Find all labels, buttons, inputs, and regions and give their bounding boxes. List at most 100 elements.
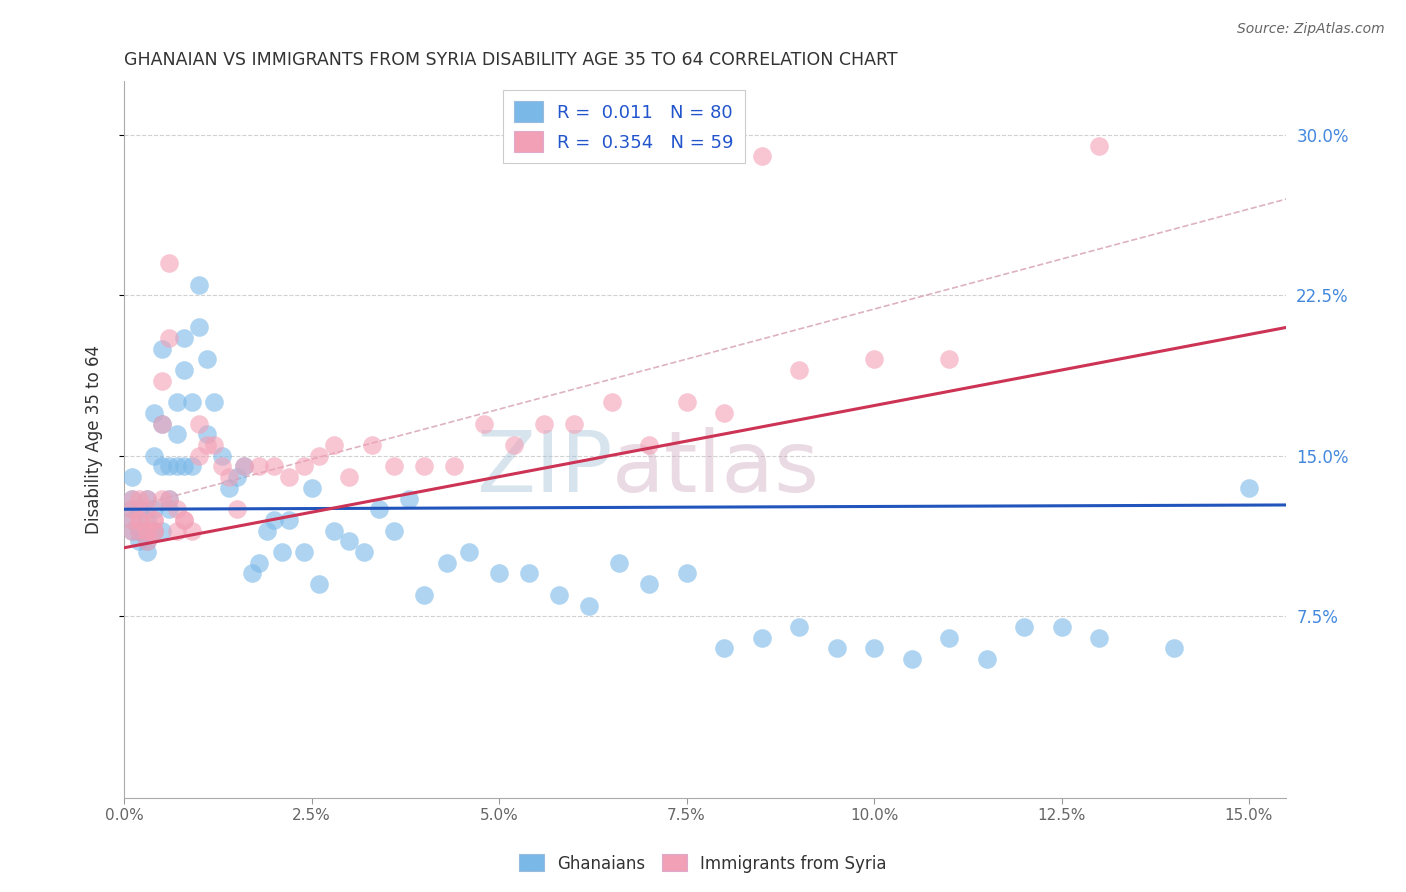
Point [308, 449, 330, 463]
Point [240, 566, 263, 581]
Point [180, 395, 202, 409]
Text: GHANAIAN VS IMMIGRANTS FROM SYRIA DISABILITY AGE 35 TO 64 CORRELATION CHART: GHANAIAN VS IMMIGRANTS FROM SYRIA DISABI… [124, 51, 898, 69]
Point [398, 491, 420, 506]
Point [128, 513, 150, 527]
Point [233, 459, 256, 474]
Point [600, 395, 623, 409]
Point [157, 256, 180, 270]
Point [135, 513, 157, 527]
Point [751, 149, 773, 163]
Point [301, 481, 323, 495]
Point [188, 320, 211, 334]
Point [607, 556, 630, 570]
Point [1050, 620, 1073, 634]
Point [150, 491, 173, 506]
Point [128, 524, 150, 538]
Point [472, 417, 495, 431]
Point [143, 449, 166, 463]
Point [382, 459, 405, 474]
Point [157, 502, 180, 516]
Point [166, 459, 188, 474]
Point [135, 491, 157, 506]
Point [202, 438, 225, 452]
Point [166, 395, 188, 409]
Point [150, 417, 173, 431]
Point [128, 513, 150, 527]
Point [436, 556, 458, 570]
Point [128, 524, 150, 538]
Point [202, 395, 225, 409]
Point [143, 524, 166, 538]
Point [517, 566, 540, 581]
Point [638, 577, 661, 591]
Point [353, 545, 375, 559]
Point [1088, 138, 1111, 153]
Point [135, 545, 157, 559]
Point [443, 459, 465, 474]
Point [135, 502, 157, 516]
Point [292, 459, 315, 474]
Point [938, 631, 960, 645]
Point [121, 491, 143, 506]
Point [195, 438, 218, 452]
Point [150, 342, 173, 356]
Point [751, 631, 773, 645]
Point [121, 524, 143, 538]
Point [157, 491, 180, 506]
Point [157, 459, 180, 474]
Point [121, 524, 143, 538]
Point [166, 524, 188, 538]
Point [166, 502, 188, 516]
Point [533, 417, 555, 431]
Point [173, 513, 195, 527]
Point [413, 459, 436, 474]
Point [135, 524, 157, 538]
Point [713, 641, 735, 656]
Point [458, 545, 481, 559]
Point [143, 502, 166, 516]
Text: atlas: atlas [613, 427, 820, 510]
Point [150, 374, 173, 388]
Point [195, 352, 218, 367]
Point [121, 502, 143, 516]
Point [1163, 641, 1185, 656]
Point [278, 513, 301, 527]
Point [135, 534, 157, 549]
Point [675, 395, 697, 409]
Point [135, 491, 157, 506]
Point [900, 652, 922, 666]
Point [188, 277, 211, 292]
Point [180, 524, 202, 538]
Point [247, 459, 270, 474]
Point [308, 577, 330, 591]
Point [938, 352, 960, 367]
Point [1237, 481, 1260, 495]
Point [233, 459, 256, 474]
Point [128, 502, 150, 516]
Legend: R =  0.011   N = 80, R =  0.354   N = 59: R = 0.011 N = 80, R = 0.354 N = 59 [503, 90, 745, 162]
Point [121, 491, 143, 506]
Point [143, 406, 166, 420]
Point [157, 331, 180, 345]
Point [173, 513, 195, 527]
Point [382, 524, 405, 538]
Point [128, 534, 150, 549]
Point [121, 513, 143, 527]
Point [1012, 620, 1035, 634]
Point [135, 524, 157, 538]
Point [157, 491, 180, 506]
Point [211, 459, 233, 474]
Point [135, 534, 157, 549]
Point [173, 459, 195, 474]
Point [121, 513, 143, 527]
Point [166, 427, 188, 442]
Point [1088, 631, 1111, 645]
Point [188, 417, 211, 431]
Point [263, 513, 285, 527]
Point [121, 502, 143, 516]
Point [270, 545, 292, 559]
Legend: Ghanaians, Immigrants from Syria: Ghanaians, Immigrants from Syria [512, 847, 894, 880]
Point [360, 438, 382, 452]
Point [263, 459, 285, 474]
Point [150, 459, 173, 474]
